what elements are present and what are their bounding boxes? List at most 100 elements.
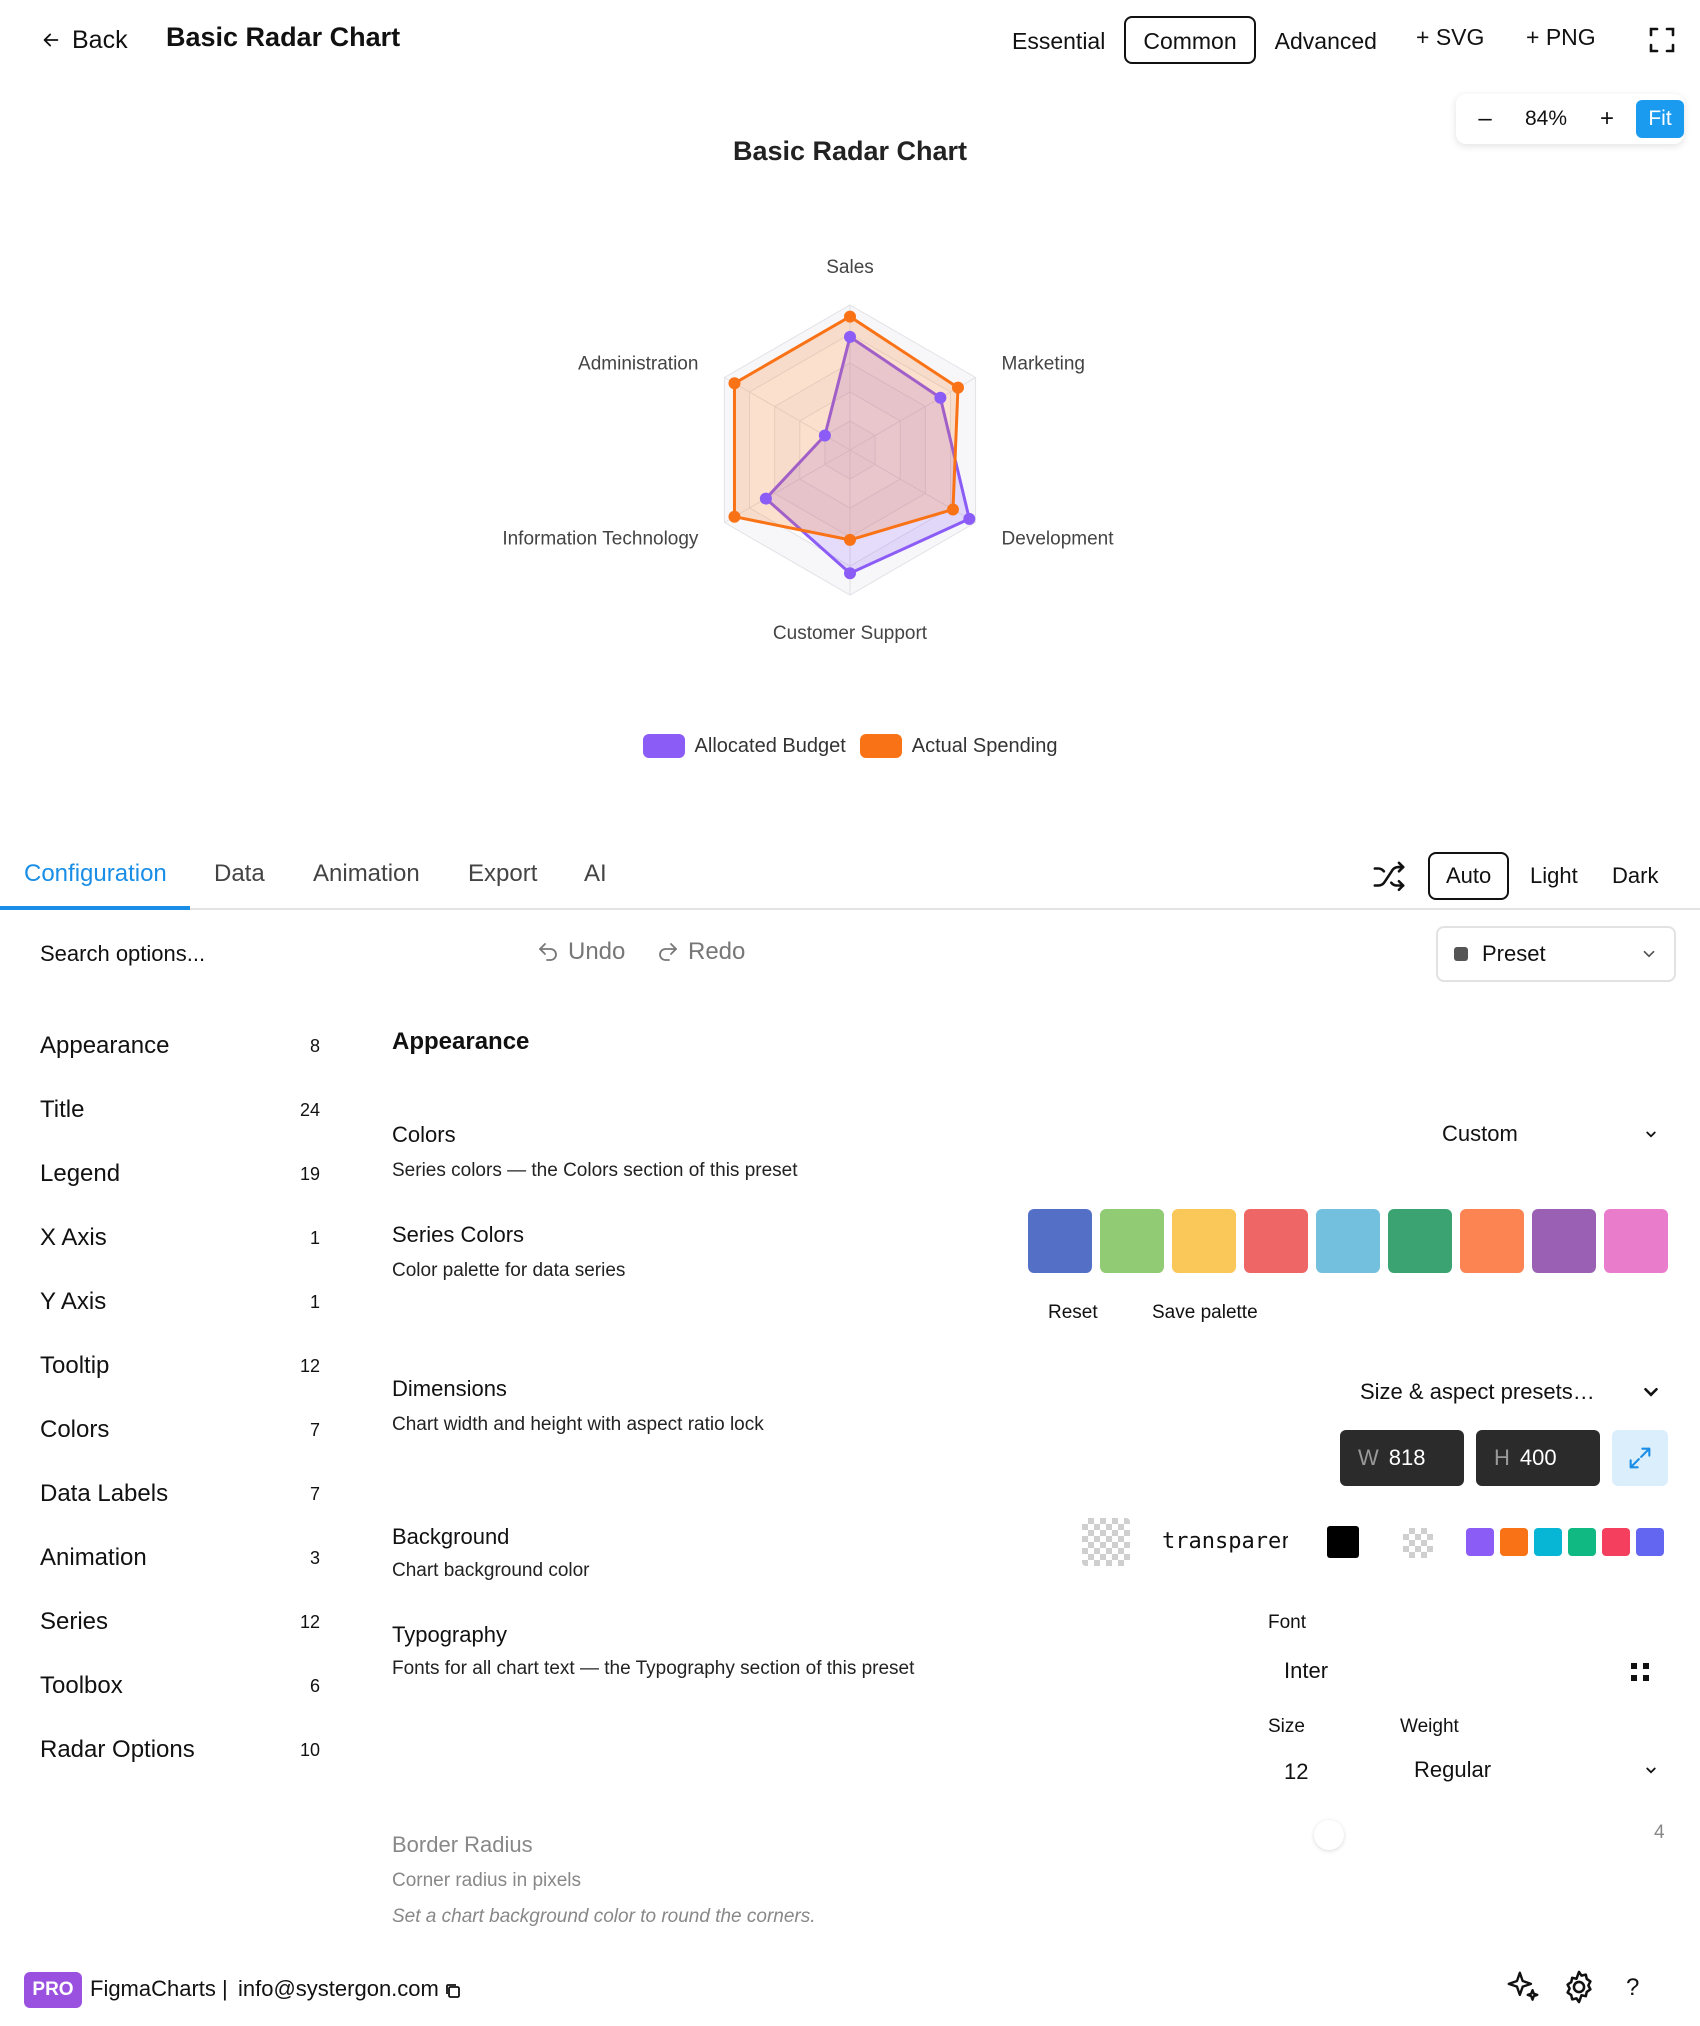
- background-quick-swatch-6[interactable]: [1636, 1528, 1664, 1556]
- radar-data-point[interactable]: [951, 381, 964, 394]
- font-label: Font: [1268, 1612, 1307, 1633]
- sidebar-item-animation[interactable]: Animation 3: [40, 1526, 320, 1590]
- palette-swatch-7[interactable]: [1460, 1209, 1524, 1273]
- background-quick-swatch-5[interactable]: [1602, 1528, 1630, 1556]
- width-prefix: W: [1358, 1445, 1379, 1470]
- zoom-out-button[interactable]: –: [1478, 105, 1492, 132]
- fullscreen-icon[interactable]: [1648, 26, 1676, 54]
- sidebar-item-appearance[interactable]: Appearance 8: [40, 1014, 320, 1078]
- background-color-preview[interactable]: [1082, 1518, 1130, 1566]
- tab-data[interactable]: Data: [214, 860, 265, 887]
- radar-data-point[interactable]: [728, 377, 741, 390]
- chart-title: Basic Radar Chart: [732, 136, 968, 166]
- series-colors-title: Series Colors: [392, 1222, 525, 1247]
- active-tab-indicator: [0, 906, 190, 910]
- font-select[interactable]: Inter: [1284, 1658, 1329, 1683]
- radar-data-point[interactable]: [728, 510, 741, 523]
- radar-data-point[interactable]: [946, 503, 959, 516]
- export-svg-button[interactable]: + SVG: [1416, 24, 1485, 50]
- radar-data-point[interactable]: [844, 567, 856, 580]
- page-title: Basic Radar Chart: [166, 22, 401, 52]
- redo-label: Redo: [688, 938, 746, 965]
- back-button[interactable]: Back: [40, 24, 128, 56]
- tab-ai[interactable]: AI: [584, 860, 607, 887]
- theme-light-button[interactable]: Light: [1530, 863, 1578, 888]
- sidebar-item-legend[interactable]: Legend 19: [40, 1142, 320, 1206]
- width-field[interactable]: W 818: [1340, 1430, 1464, 1486]
- undo-button[interactable]: Undo: [536, 938, 625, 966]
- search-options-input[interactable]: [40, 936, 480, 972]
- colors-mode-select[interactable]: Custom: [1442, 1118, 1660, 1150]
- copy-icon[interactable]: [444, 1982, 462, 2000]
- background-quick-swatch-2[interactable]: [1500, 1528, 1528, 1556]
- background-transparent-swatch[interactable]: [1403, 1528, 1433, 1558]
- shuffle-icon[interactable]: [1372, 860, 1406, 894]
- palette-swatch-4[interactable]: [1244, 1209, 1308, 1273]
- palette-swatch-8[interactable]: [1532, 1209, 1596, 1273]
- radar-data-point[interactable]: [759, 492, 772, 505]
- mode-tab-essential[interactable]: Essential: [1012, 28, 1106, 54]
- save-palette-button[interactable]: Save palette: [1152, 1302, 1258, 1323]
- background-black-swatch[interactable]: [1327, 1526, 1359, 1558]
- sidebar-item-y-axis[interactable]: Y Axis 1: [40, 1270, 320, 1334]
- radar-data-point[interactable]: [844, 310, 856, 323]
- ai-sparkle-icon[interactable]: [1504, 1968, 1542, 2006]
- radar-data-point[interactable]: [844, 330, 856, 343]
- reset-palette-button[interactable]: Reset: [1048, 1302, 1098, 1323]
- border-radius-desc: Corner radius in pixels: [392, 1870, 582, 1891]
- preset-select[interactable]: Preset: [1436, 926, 1676, 982]
- border-radius-slider-handle[interactable]: [1314, 1820, 1344, 1850]
- background-quick-swatch-4[interactable]: [1568, 1528, 1596, 1556]
- background-quick-swatch-1[interactable]: [1466, 1528, 1494, 1556]
- legend-item-allocated-budget[interactable]: Allocated Budget: [642, 734, 846, 758]
- contact-email[interactable]: info@systergon.com: [238, 1976, 439, 2001]
- theme-auto-button[interactable]: Auto: [1428, 852, 1510, 900]
- sidebar-item-radar-options[interactable]: Radar Options 10: [40, 1718, 320, 1782]
- brand-name: FigmaCharts: [90, 1976, 216, 2001]
- preset-label: Preset: [1482, 941, 1546, 966]
- export-png-button[interactable]: + PNG: [1526, 24, 1596, 50]
- radar-data-point[interactable]: [818, 429, 831, 442]
- undo-icon: [539, 943, 557, 961]
- tab-configuration[interactable]: Configuration: [24, 860, 167, 887]
- sidebar-item-tooltip[interactable]: Tooltip 12: [40, 1334, 320, 1398]
- palette-swatch-9[interactable]: [1604, 1209, 1668, 1273]
- help-icon[interactable]: ?: [1626, 1974, 1640, 2001]
- palette-swatch-2[interactable]: [1100, 1209, 1164, 1273]
- typography-title: Typography: [392, 1622, 507, 1647]
- palette-swatch-5[interactable]: [1316, 1209, 1380, 1273]
- font-picker-icon[interactable]: [1630, 1662, 1650, 1682]
- palette-swatch-3[interactable]: [1172, 1209, 1236, 1273]
- legend-item-actual-spending[interactable]: Actual Spending: [859, 734, 1057, 758]
- sidebar-item-x-axis[interactable]: X Axis 1: [40, 1206, 320, 1270]
- height-field[interactable]: H 400: [1476, 1430, 1600, 1486]
- zoom-fit-button[interactable]: Fit: [1636, 100, 1684, 138]
- theme-dark-button[interactable]: Dark: [1612, 863, 1659, 888]
- aspect-ratio-lock-button[interactable]: [1612, 1430, 1668, 1486]
- radar-data-point[interactable]: [934, 391, 947, 404]
- sidebar-item-label: Radar Options: [40, 1736, 195, 1763]
- font-weight-select[interactable]: Regular: [1414, 1754, 1660, 1786]
- sidebar-item-series[interactable]: Series 12: [40, 1590, 320, 1654]
- sidebar-item-toolbox[interactable]: Toolbox 6: [40, 1654, 320, 1718]
- mode-tab-advanced[interactable]: Advanced: [1274, 28, 1377, 54]
- font-size-input[interactable]: [1284, 1756, 1364, 1788]
- redo-icon: [659, 943, 677, 961]
- sidebar-item-title[interactable]: Title 24: [40, 1078, 320, 1142]
- mode-tab-common[interactable]: Common: [1124, 16, 1256, 64]
- tab-export[interactable]: Export: [468, 860, 538, 887]
- gear-icon[interactable]: [1560, 1968, 1598, 2006]
- redo-button[interactable]: Redo: [656, 938, 745, 966]
- sidebar-item-colors[interactable]: Colors 7: [40, 1398, 320, 1462]
- colors-mode-value: Custom: [1442, 1121, 1518, 1146]
- zoom-in-button[interactable]: +: [1599, 105, 1614, 132]
- sidebar-item-data-labels[interactable]: Data Labels 7: [40, 1462, 320, 1526]
- palette-swatch-1[interactable]: [1028, 1209, 1092, 1273]
- radar-data-point[interactable]: [844, 533, 856, 546]
- background-quick-swatch-3[interactable]: [1534, 1528, 1562, 1556]
- size-presets-select[interactable]: Size & aspect presets…: [1360, 1376, 1662, 1408]
- palette-swatch-6[interactable]: [1388, 1209, 1452, 1273]
- radar-data-point[interactable]: [963, 512, 976, 525]
- background-color-input[interactable]: [1162, 1524, 1288, 1558]
- tab-animation[interactable]: Animation: [313, 860, 420, 887]
